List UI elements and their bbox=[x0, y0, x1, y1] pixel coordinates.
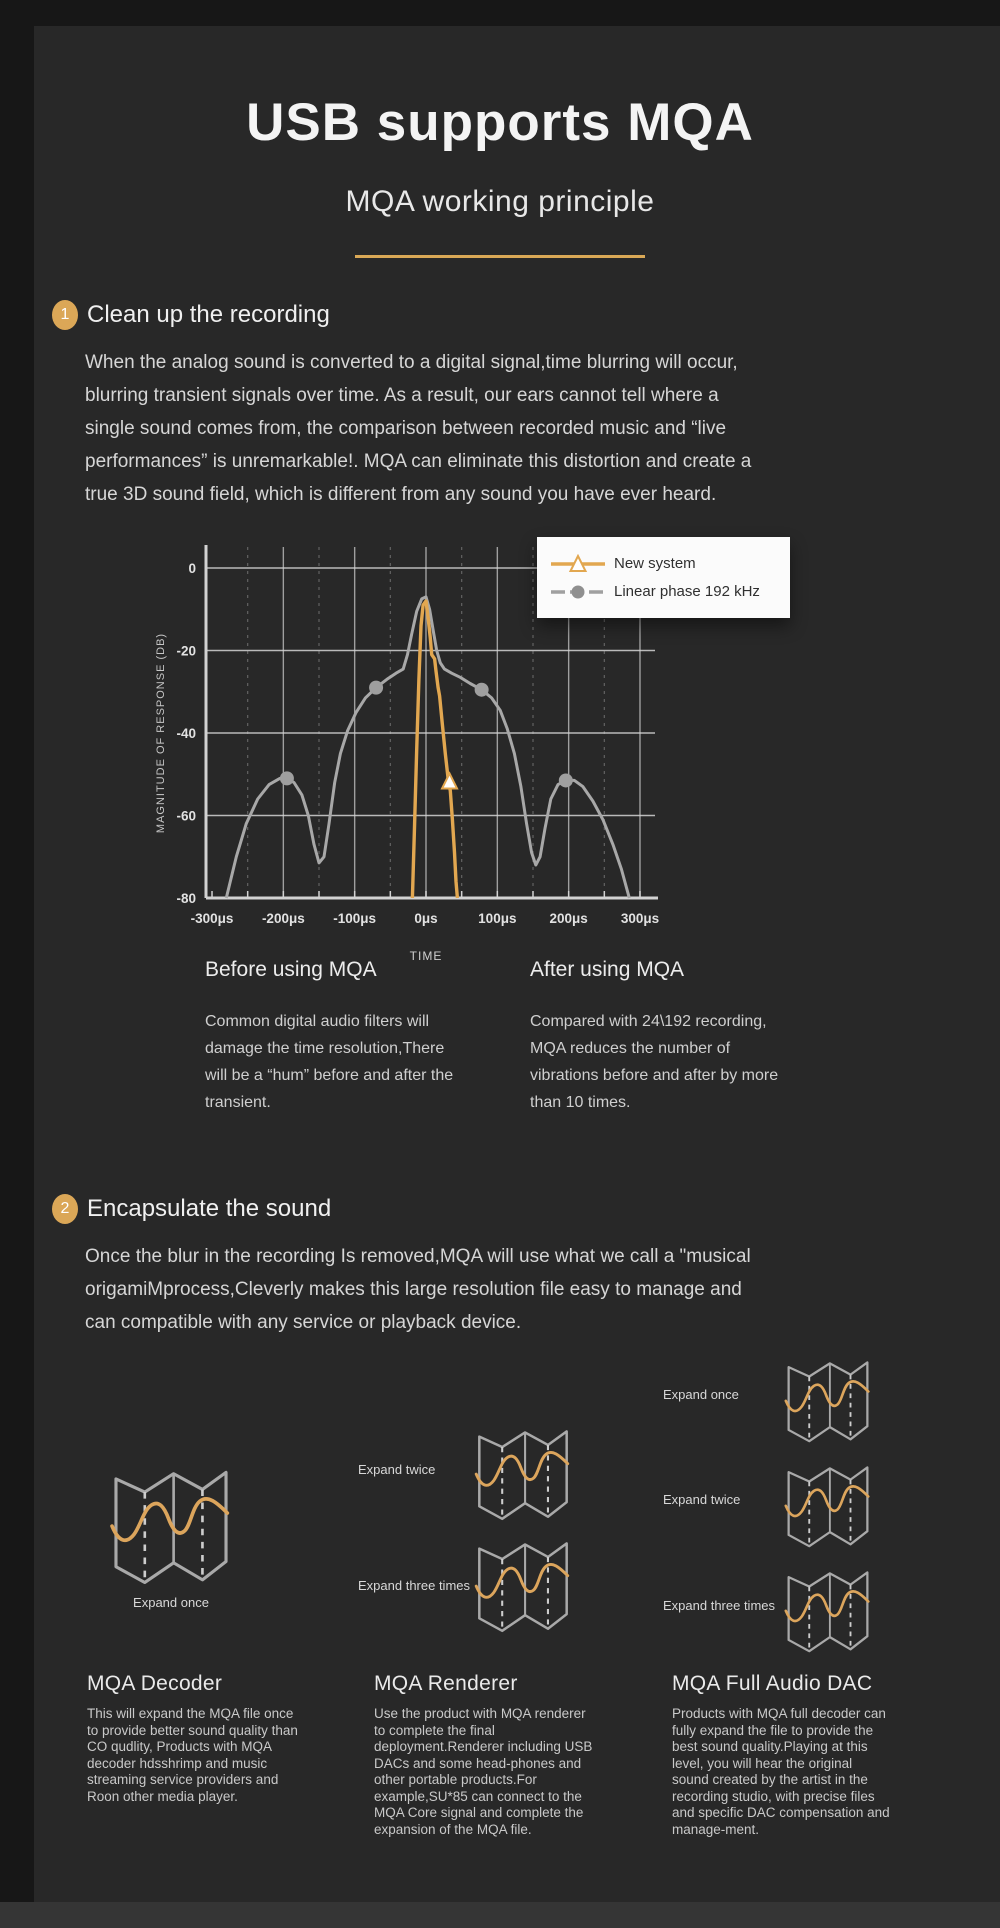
svg-text:-40: -40 bbox=[176, 726, 196, 741]
svg-text:100μs: 100μs bbox=[478, 911, 516, 926]
column-title-mqa-full-audio-dac: MQA Full Audio DAC bbox=[672, 1672, 873, 1695]
gold-divider bbox=[355, 255, 645, 258]
before-mqa-body: Common digital audio filters will damage… bbox=[205, 1013, 454, 1111]
folded-map-icon bbox=[783, 1457, 873, 1551]
legend-item-new-system: New system bbox=[550, 552, 790, 576]
series-line-linear-phase-192-khz bbox=[224, 595, 631, 899]
svg-text:200μs: 200μs bbox=[550, 911, 588, 926]
page-title: USB supports MQA bbox=[246, 93, 754, 152]
section2-number-badge: 2 bbox=[52, 1194, 78, 1224]
svg-text:-100μs: -100μs bbox=[333, 911, 376, 926]
section2-heading: Encapsulate the sound bbox=[87, 1195, 332, 1222]
section2-paragraph: Once the blur in the recording Is remove… bbox=[85, 1246, 751, 1333]
section1-heading-row: 1 Clean up the recording bbox=[52, 300, 330, 330]
legend-item-linear-phase: Linear phase 192 kHz bbox=[550, 580, 790, 604]
expand-three-times-label: Expand three times bbox=[358, 1578, 471, 1593]
svg-text:0: 0 bbox=[188, 561, 196, 576]
chart-y-axis-label: MAGNITUDE OF RESPONSE (DB) bbox=[155, 632, 167, 834]
page-left-edge bbox=[0, 0, 34, 1928]
expand-twice-label: Expand twice bbox=[358, 1462, 436, 1477]
folded-map-icon bbox=[473, 1420, 573, 1524]
svg-text:-60: -60 bbox=[176, 809, 196, 824]
section1-number-badge: 1 bbox=[52, 300, 78, 330]
section1-heading: Clean up the recording bbox=[87, 301, 330, 328]
folded-map-icon bbox=[783, 1562, 873, 1656]
folded-map-icon bbox=[783, 1352, 873, 1446]
expand-three-times-label: Expand three times bbox=[663, 1598, 776, 1613]
column-body-mqa-full-audio-dac: Products with MQA full decoder can fully… bbox=[672, 1706, 890, 1837]
page-bottom-band bbox=[0, 1902, 1000, 1928]
svg-text:-200μs: -200μs bbox=[262, 911, 305, 926]
column-title-mqa-decoder: MQA Decoder bbox=[87, 1672, 223, 1695]
svg-text:0μs: 0μs bbox=[414, 911, 437, 926]
page-subtitle: MQA working principle bbox=[345, 185, 655, 218]
chart-legend: New system Linear phase 192 kHz bbox=[537, 537, 790, 618]
legend-linear-phase-marker bbox=[551, 585, 605, 598]
after-mqa-title: After using MQA bbox=[530, 958, 685, 981]
chart-plot: 0 -20 -40 -60 -80 -300μs -200μs -100μs 0μs 100μs 2… bbox=[176, 545, 659, 926]
after-mqa-body: Compared with 24\192 recording, MQA redu… bbox=[530, 1013, 779, 1111]
legend-linear-phase-label: Linear phase 192 kHz bbox=[614, 583, 760, 600]
legend-new-system-marker bbox=[551, 553, 605, 572]
section1-paragraph: When the analog sound is converted to a … bbox=[85, 352, 752, 505]
chart-x-axis-label: TIME bbox=[409, 949, 443, 963]
response-chart: MAGNITUDE OF RESPONSE (DB) 0 -20 -40 -60 -80… bbox=[150, 525, 810, 970]
expand-once-label: Expand once bbox=[663, 1387, 739, 1402]
svg-text:-80: -80 bbox=[176, 891, 196, 906]
series-line-new-system bbox=[410, 599, 460, 899]
column-body-mqa-renderer: Use the product with MQA renderer to com… bbox=[374, 1706, 593, 1837]
section2-heading-row: 2 Encapsulate the sound bbox=[52, 1194, 331, 1224]
before-mqa-title: Before using MQA bbox=[205, 958, 377, 981]
folded-map-icon bbox=[108, 1458, 234, 1589]
column-title-mqa-renderer: MQA Renderer bbox=[374, 1672, 518, 1695]
folded-map-icon bbox=[473, 1532, 573, 1636]
expand-once-label: Expand once bbox=[133, 1595, 209, 1610]
svg-text:-20: -20 bbox=[176, 644, 196, 659]
legend-new-system-label: New system bbox=[614, 555, 696, 572]
column-body-mqa-decoder: This will expand the MQA file once to pr… bbox=[87, 1706, 298, 1804]
svg-text:-300μs: -300μs bbox=[191, 911, 234, 926]
page-top-edge bbox=[0, 0, 1000, 26]
expand-twice-label: Expand twice bbox=[663, 1492, 741, 1507]
svg-text:300μs: 300μs bbox=[621, 911, 659, 926]
